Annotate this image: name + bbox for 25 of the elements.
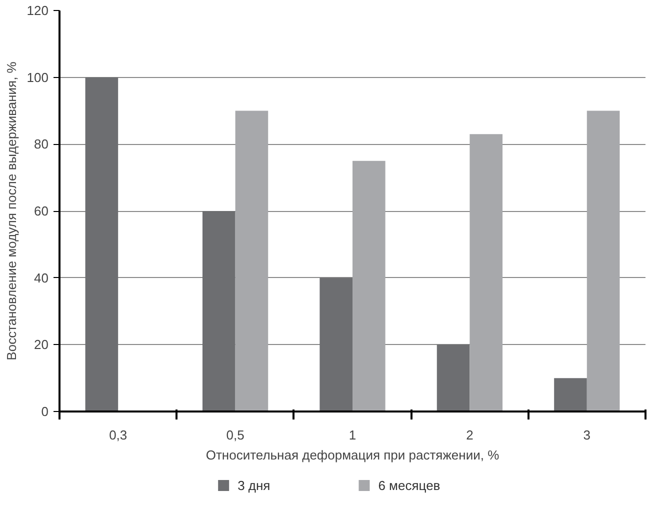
bar: [470, 134, 503, 412]
bar: [352, 160, 386, 412]
y-tick-label: 60: [34, 204, 49, 218]
bar: [554, 378, 587, 412]
y-tick-label: 120: [26, 3, 49, 18]
bar: [85, 77, 118, 412]
bar: [202, 211, 236, 412]
y-tick-label: 80: [34, 136, 49, 152]
legend-label: 6 месяцев: [378, 478, 440, 493]
bar: [586, 110, 620, 412]
y-tick-label: 0: [41, 404, 49, 419]
x-tick-label: 0,3: [109, 428, 128, 442]
y-axis-title: Восстановление модуля после выдерживания, %: [4, 61, 19, 360]
bar: [320, 278, 352, 412]
x-tick-label: 2: [466, 428, 474, 442]
bar: [436, 344, 470, 412]
y-tick-label: 20: [34, 337, 49, 352]
legend-label: 3 дня: [238, 478, 270, 493]
bar: [235, 110, 268, 412]
y-tick-label: 100: [26, 70, 49, 85]
x-tick-label: 0,5: [226, 428, 244, 442]
x-tick-label: 3: [583, 428, 591, 442]
x-axis-title: Относительная деформация при растяжении, %: [206, 448, 500, 462]
y-tick-label: 40: [34, 270, 49, 286]
x-tick-label: 1: [348, 428, 356, 442]
